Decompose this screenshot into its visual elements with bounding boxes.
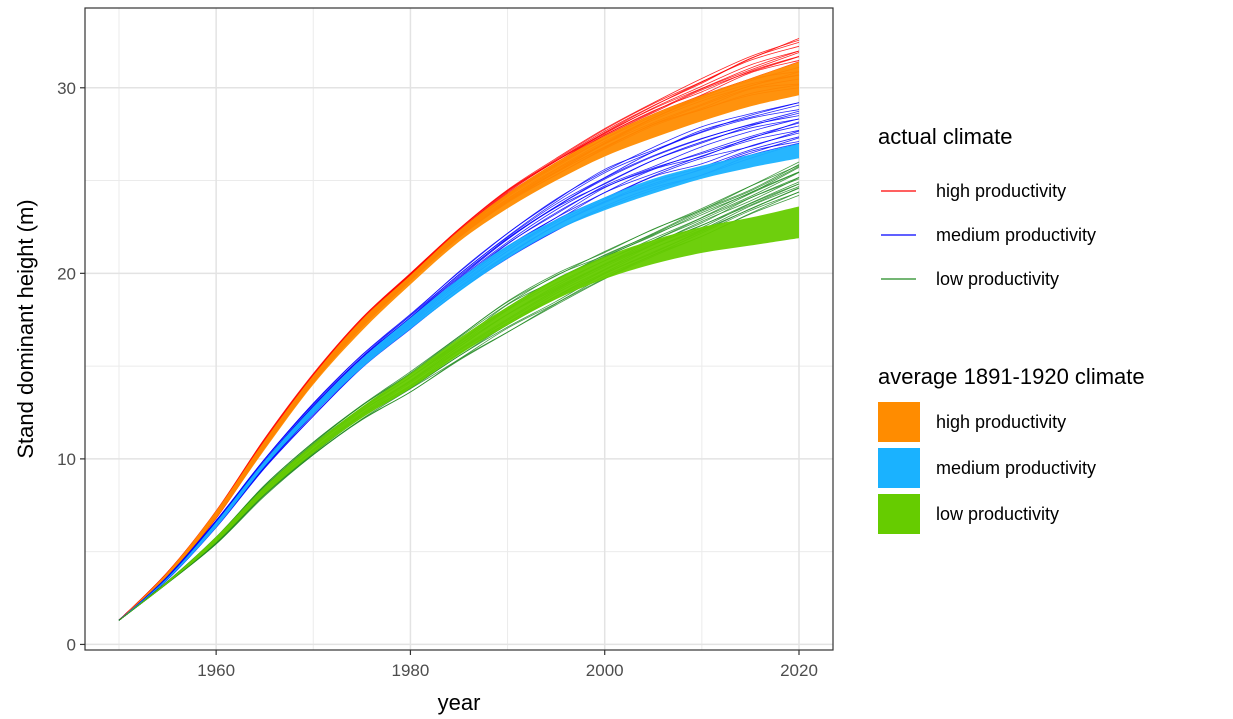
y-axis-title: Stand dominant height (m) [13, 199, 38, 458]
legend-key-swatch [878, 448, 920, 488]
x-tick-label: 1960 [197, 661, 235, 680]
legend-title: average 1891-1920 climate [878, 364, 1145, 389]
x-tick-label: 1980 [392, 661, 430, 680]
plot-border [84, 7, 834, 651]
legend-label: low productivity [936, 504, 1059, 524]
x-axis: 1960 1980 2000 2020 [197, 650, 818, 680]
x-axis-title: year [438, 690, 481, 715]
legend-title: actual climate [878, 124, 1013, 149]
minor-grid [85, 8, 833, 650]
series-line-high-productivity [118, 39, 800, 621]
legend-label: high productivity [936, 412, 1066, 432]
x-tick-label: 2000 [586, 661, 624, 680]
legend-label: high productivity [936, 181, 1066, 201]
y-tick-label: 10 [57, 450, 76, 469]
series-band-low-productivity [119, 206, 799, 621]
series-layer [118, 37, 800, 621]
series-line-medium-productivity [118, 104, 800, 621]
series-line-medium-productivity [118, 102, 800, 621]
legend-group-average-1891-1920-climate: average 1891-1920 climate high productivi… [878, 364, 1145, 534]
x-tick-label: 2020 [780, 661, 818, 680]
legend-key-swatch [878, 494, 920, 534]
legend-label: low productivity [936, 269, 1059, 289]
legend-label: medium productivity [936, 225, 1096, 245]
legend-key-swatch [878, 402, 920, 442]
y-tick-label: 30 [57, 79, 76, 98]
legend-label: medium productivity [936, 458, 1096, 478]
legend-group-actual-climate: actual climate high productivity medium pr… [878, 124, 1096, 289]
y-axis: 0 10 20 30 [57, 79, 85, 654]
legend: actual climate high productivity medium pr… [878, 124, 1145, 534]
y-tick-label: 0 [67, 635, 76, 654]
y-tick-label: 20 [57, 264, 76, 283]
